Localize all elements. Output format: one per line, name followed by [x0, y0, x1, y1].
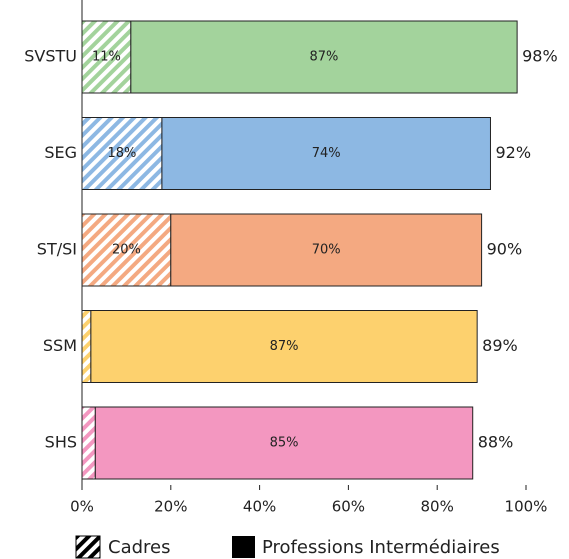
legend-label: Professions Intermédiaires: [262, 537, 500, 558]
legend-swatch: [75, 535, 101, 559]
x-tick-label: 20%: [154, 498, 187, 516]
value-label: 74%: [312, 146, 341, 161]
bar-segment: [130, 20, 518, 94]
y-tick-label: ST/SI: [37, 240, 77, 259]
x-tick-label: 60%: [332, 498, 365, 516]
value-label: 85%: [270, 436, 299, 451]
bar-segment: [81, 310, 92, 383]
total-label: 92%: [495, 143, 531, 162]
legend-swatch: [232, 536, 255, 558]
bar-segment: [170, 213, 483, 287]
total-label: 89%: [482, 336, 518, 355]
total-label: 98%: [522, 47, 558, 66]
y-tick-label: SHS: [45, 433, 77, 452]
bar-segment: [81, 213, 172, 287]
bar-segment: [94, 406, 474, 480]
total-label: 90%: [487, 240, 523, 259]
value-label: 11%: [92, 50, 121, 65]
bar-segment: [81, 117, 163, 190]
x-tick-label: 0%: [70, 498, 94, 516]
x-tick-label: 80%: [421, 498, 454, 516]
x-tick-label: 100%: [505, 498, 548, 516]
bar-segment: [161, 117, 491, 190]
bar-segment: [90, 310, 478, 383]
value-label: 70%: [312, 243, 341, 258]
legend-label: Cadres: [108, 537, 170, 558]
total-label: 88%: [478, 433, 514, 452]
value-label: 18%: [108, 146, 137, 161]
y-tick-label: SVSTU: [24, 47, 77, 66]
y-tick-label: SEG: [44, 143, 77, 162]
bar-segment: [81, 406, 96, 480]
value-label: 20%: [112, 243, 141, 258]
bar-segment: [81, 20, 132, 94]
x-tick-label: 40%: [243, 498, 276, 516]
value-label: 87%: [270, 339, 299, 354]
value-label: 87%: [310, 50, 339, 65]
y-tick-label: SSM: [43, 336, 77, 355]
